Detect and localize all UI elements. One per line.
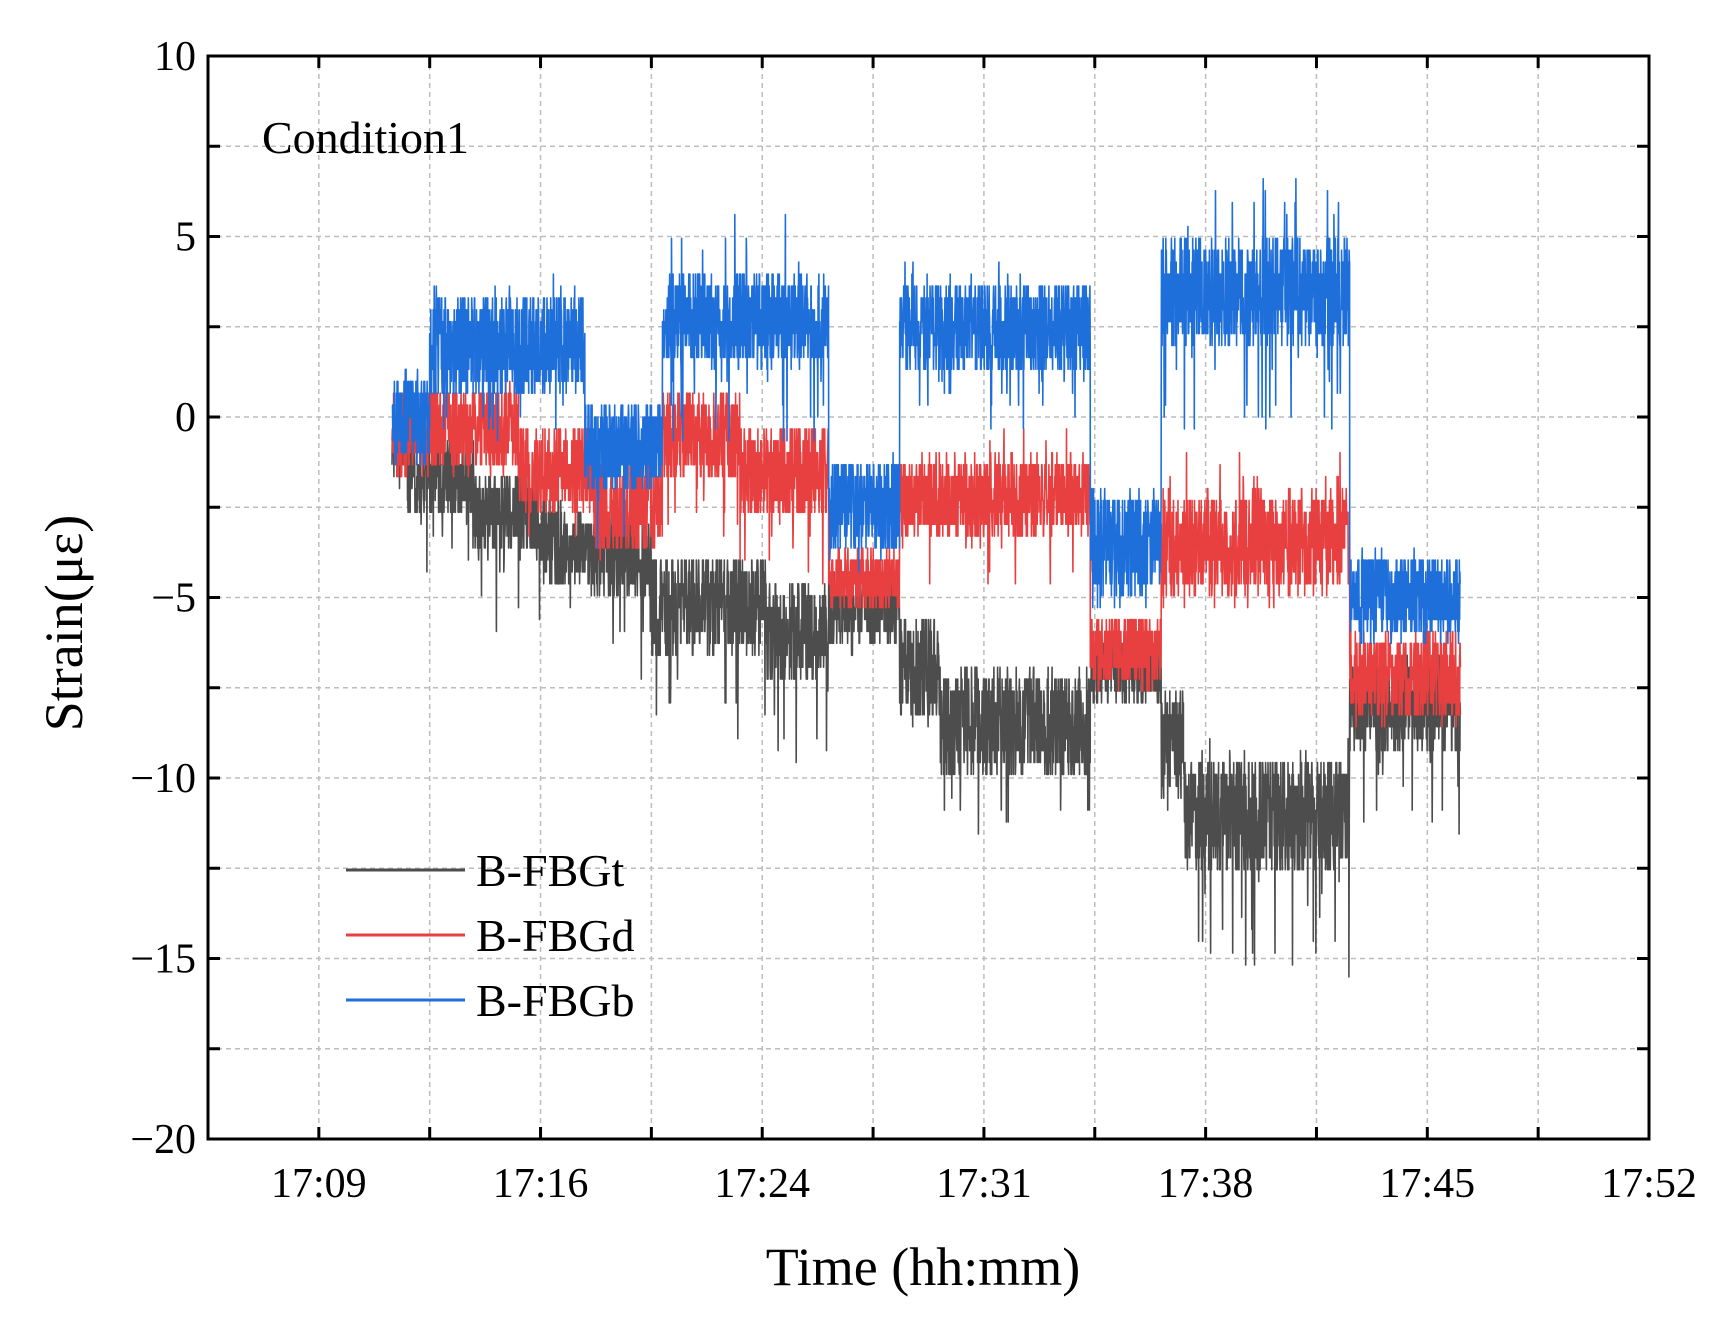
- grid-lines: [208, 56, 1650, 1139]
- legend: B-FBGt B-FBGd B-FBGb: [346, 845, 634, 1026]
- y-axis-title: Strain(με): [34, 515, 94, 732]
- x-tick-label: 17:24: [714, 1161, 810, 1207]
- tick-labels: 17:09 17:16 17:24 17:31 17:38 17:45 17:52 10 5 0 −…: [130, 34, 1697, 1207]
- x-tick-label: 17:16: [493, 1161, 589, 1207]
- x-tick-label: 17:09: [271, 1161, 367, 1207]
- y-tick-label: 0: [175, 395, 196, 441]
- y-tick-label: −15: [130, 937, 196, 983]
- x-axis-title: Time (hh:mm): [766, 1237, 1081, 1297]
- y-tick-label: −5: [151, 576, 196, 622]
- data-series: [391, 177, 1462, 978]
- y-tick-label: −20: [130, 1117, 196, 1163]
- x-tick-label: 17:38: [1158, 1161, 1254, 1207]
- legend-label-b-fbgt: B-FBGt: [476, 845, 624, 896]
- series-line-b-fbgt: [391, 404, 1462, 978]
- x-tick-label: 17:31: [936, 1161, 1032, 1207]
- series-line-b-fbgd: [391, 380, 1462, 728]
- x-tick-label: 17:52: [1601, 1161, 1697, 1207]
- legend-label-b-fbgd: B-FBGd: [476, 910, 634, 961]
- y-tick-label: 5: [175, 215, 196, 261]
- x-tick-label: 17:45: [1379, 1161, 1475, 1207]
- series-line-b-fbgb: [391, 177, 1461, 645]
- y-tick-label: 10: [154, 34, 196, 80]
- y-tick-label: −10: [130, 756, 196, 802]
- axis-ticks: [208, 54, 1651, 1141]
- legend-label-b-fbgb: B-FBGb: [476, 975, 634, 1026]
- condition-annotation: Condition1: [262, 112, 469, 163]
